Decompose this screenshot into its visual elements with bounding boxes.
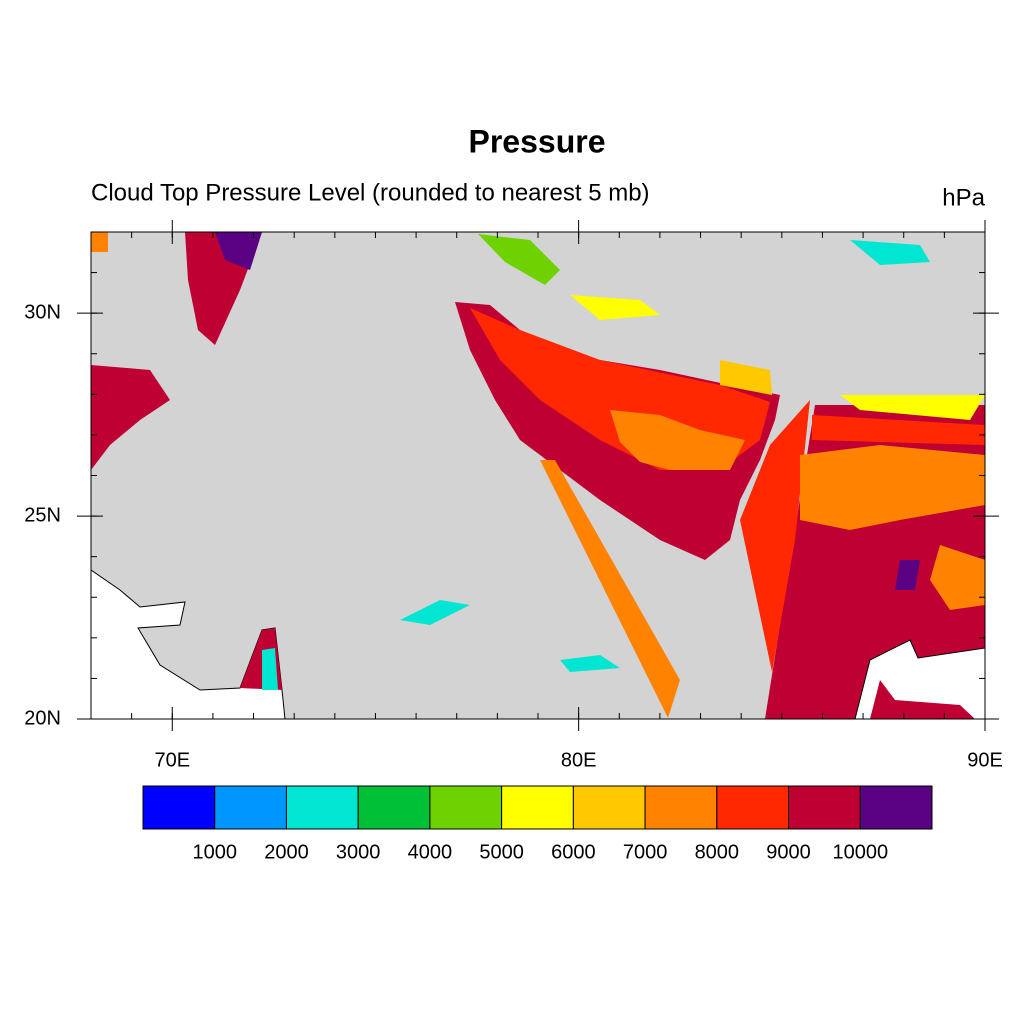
cloud-patch	[478, 234, 560, 285]
y-tick-label: 25N	[24, 504, 61, 526]
title: Pressure	[469, 123, 606, 159]
cloud-patch	[870, 680, 975, 719]
cloud-patch	[91, 365, 170, 470]
cloud-patch	[400, 600, 470, 625]
colorbar-label: 4000	[408, 841, 453, 863]
colorbar-label: 1000	[192, 841, 237, 863]
units: hPa	[942, 184, 985, 211]
y-tick-label: 30N	[24, 301, 61, 323]
colorbar-box	[501, 785, 574, 830]
cloud-patch	[570, 295, 660, 320]
colorbar-box	[572, 785, 646, 830]
x-tick-label: 80E	[561, 749, 597, 771]
colorbar-box	[788, 785, 861, 830]
colorbar: 1000 2000 3000 4000 5000 6000 7000 8000 9000 1000…	[142, 785, 933, 863]
colorbar-box	[716, 785, 790, 830]
colorbar-label: 5000	[479, 841, 524, 863]
cloud-patch	[610, 410, 745, 470]
x-tick-label: 70E	[154, 749, 190, 771]
x-tick-label: 90E	[967, 749, 1003, 771]
y-tick-label: 20N	[24, 707, 61, 729]
cloud-patch	[215, 232, 262, 270]
axes: 70E 80E 90E 20N 25N 30N	[24, 220, 1003, 771]
colorbar-label: 7000	[623, 841, 668, 863]
cloud-patch	[850, 240, 930, 265]
cloud-patch	[812, 415, 985, 445]
cloud-patch	[930, 545, 985, 610]
colorbar-box	[285, 785, 359, 830]
cloud-patch	[91, 232, 108, 252]
cloud-patch	[560, 655, 620, 672]
colorbar-box	[429, 785, 503, 830]
subtitle: Cloud Top Pressure Level (rounded to nea…	[91, 179, 650, 206]
cloud-patch	[840, 395, 985, 420]
cloud-swath	[740, 400, 810, 672]
colorbar-label: 8000	[695, 841, 740, 863]
colorbar-box	[142, 785, 216, 830]
cloud-patch	[720, 360, 772, 395]
colorbar-box	[214, 785, 287, 830]
colorbar-label: 10000	[832, 841, 888, 863]
colorbar-label: 2000	[264, 841, 309, 863]
cloud-swath	[540, 460, 680, 718]
cloud-patch	[895, 560, 920, 590]
colorbar-label: 3000	[336, 841, 381, 863]
colorbar-box	[859, 785, 933, 830]
colorbar-box	[644, 785, 718, 830]
colorbar-box	[357, 785, 431, 830]
colorbar-label: 9000	[766, 841, 811, 863]
cloud-patch	[800, 445, 985, 530]
map-area	[91, 232, 985, 719]
colorbar-label: 6000	[551, 841, 596, 863]
land	[91, 569, 286, 719]
cloud-patch	[262, 648, 278, 690]
